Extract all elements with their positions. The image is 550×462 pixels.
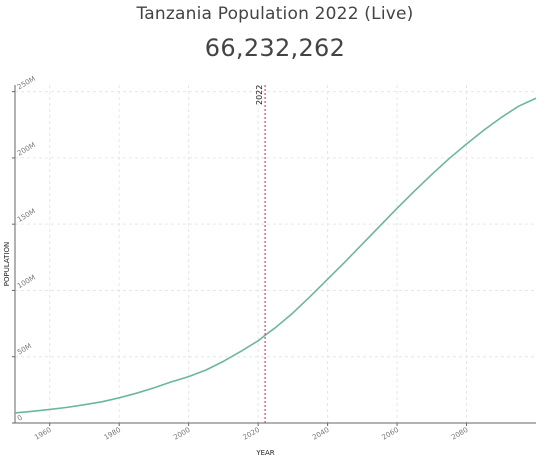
population-line (14, 97, 537, 414)
year-marker: 2022 (255, 85, 266, 423)
x-tick-label: 2040 (311, 426, 330, 442)
y-tick-label: 150M (16, 207, 37, 224)
y-tick-label: 200M (16, 141, 37, 158)
x-axis-title: YEAR (255, 449, 274, 457)
y-tick-label: 50M (16, 342, 33, 356)
chart-grid (15, 85, 536, 423)
x-tick-label: 2060 (381, 426, 400, 442)
population-counter: 66,232,262 (204, 34, 346, 62)
x-tick-label: 1960 (33, 426, 52, 442)
year-marker-label: 2022 (255, 85, 264, 105)
x-tick-label: 2080 (450, 426, 469, 442)
y-axis-title: POPULATION (3, 242, 11, 286)
page-title: Tanzania Population 2022 (Live) (136, 4, 414, 24)
chart-ticks: 0 50M 100M 150M 200M 250M 1960 1980 2000 2020 2040… (12, 75, 470, 442)
x-tick-label: 1980 (103, 426, 122, 442)
y-tick-label: 0 (16, 414, 24, 423)
chart-axes (14, 85, 536, 424)
x-tick-label: 2020 (242, 426, 261, 442)
y-tick-label: 100M (16, 274, 37, 291)
x-tick-label: 2000 (172, 426, 191, 442)
y-tick-label: 250M (16, 75, 37, 92)
chart-series (14, 97, 537, 414)
